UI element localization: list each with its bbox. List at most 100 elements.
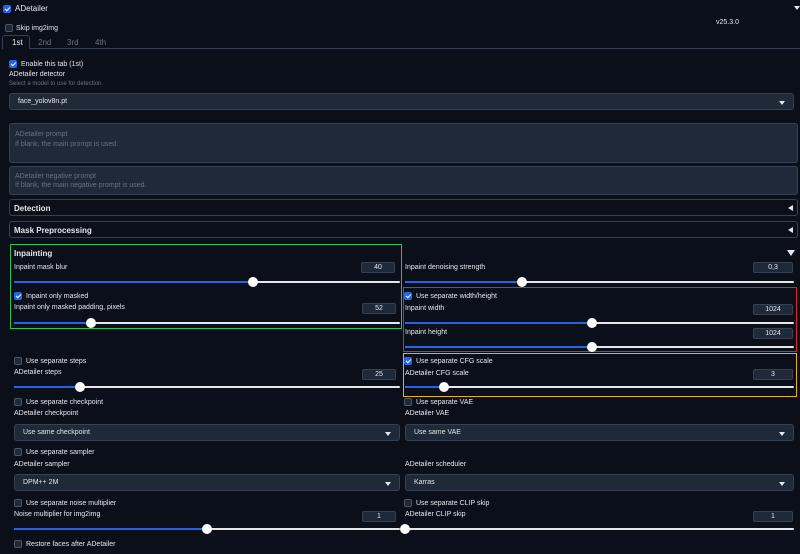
detector-dropdown[interactable]: face_yolov8n.pt bbox=[9, 93, 794, 110]
separate-clip-checkbox[interactable] bbox=[404, 499, 412, 507]
height-label: Inpaint height bbox=[405, 329, 448, 336]
height-slider[interactable] bbox=[405, 342, 794, 352]
denoise-input[interactable]: 0,3 bbox=[753, 262, 793, 273]
slider-thumb bbox=[248, 277, 259, 287]
adetailer-checkbox[interactable] bbox=[3, 5, 11, 13]
separate-wh-label: Use separate width/height bbox=[416, 293, 497, 300]
steps-label: ADetailer steps bbox=[14, 369, 62, 376]
restore-faces-label: Restore faces after ADetailer bbox=[26, 541, 116, 548]
separate-cfg-label: Use separate CFG scale bbox=[416, 358, 493, 365]
chevron-down-icon bbox=[385, 482, 391, 486]
width-input[interactable]: 1024 bbox=[753, 304, 793, 315]
collapse-icon[interactable] bbox=[794, 6, 800, 10]
separate-noise-checkbox[interactable] bbox=[14, 499, 22, 507]
slider-thumb bbox=[438, 382, 449, 392]
padding-slider[interactable] bbox=[14, 318, 400, 328]
slider-fill bbox=[405, 281, 522, 283]
chevron-down-icon bbox=[779, 482, 785, 486]
slider-fill bbox=[14, 281, 254, 283]
chevron-down-icon bbox=[385, 432, 391, 436]
width-label: Inpaint width bbox=[405, 305, 445, 312]
separate-checkpoint-checkbox[interactable] bbox=[14, 398, 22, 406]
denoise-label: Inpaint denoising strength bbox=[405, 264, 486, 271]
expand-arrow-icon[interactable] bbox=[787, 250, 795, 256]
scheduler-dropdown[interactable]: Karras bbox=[405, 474, 794, 491]
noise-label: Noise multiplier for img2img bbox=[14, 511, 101, 518]
version-label: v25.3.0 bbox=[716, 19, 739, 26]
collapse-arrow-icon bbox=[788, 227, 793, 233]
cfg-label: ADetailer CFG scale bbox=[405, 370, 469, 377]
negative-prompt-textarea[interactable]: ADetailer negative prompt If blank, the … bbox=[9, 166, 798, 195]
chevron-down-icon bbox=[779, 432, 785, 436]
collapse-arrow-icon bbox=[788, 205, 793, 211]
slider-fill bbox=[14, 322, 92, 324]
restore-faces-checkbox[interactable] bbox=[14, 540, 22, 548]
mask-preprocessing-section[interactable]: Mask Preprocessing bbox=[9, 221, 798, 238]
tab-2nd[interactable]: 2nd bbox=[38, 38, 52, 47]
slider-thumb bbox=[202, 524, 212, 534]
separate-vae-checkbox[interactable] bbox=[404, 398, 412, 406]
steps-slider[interactable] bbox=[14, 382, 400, 392]
slider-fill bbox=[14, 386, 80, 388]
height-input[interactable]: 1024 bbox=[753, 328, 793, 339]
slider-thumb bbox=[86, 318, 97, 328]
separate-vae-label: Use separate VAE bbox=[416, 399, 474, 406]
skip-img2img-checkbox[interactable] bbox=[5, 24, 13, 32]
tab-1st[interactable]: 1st bbox=[2, 35, 30, 49]
width-slider[interactable] bbox=[405, 318, 794, 328]
steps-input[interactable]: 25 bbox=[362, 369, 396, 380]
checkpoint-label: ADetailer checkpoint bbox=[14, 410, 79, 417]
cfg-slider[interactable] bbox=[405, 382, 794, 392]
mask-blur-input[interactable]: 40 bbox=[361, 262, 395, 273]
denoise-slider[interactable] bbox=[405, 277, 794, 287]
tab-4th[interactable]: 4th bbox=[95, 38, 107, 47]
separate-sampler-label: Use separate sampler bbox=[26, 449, 95, 456]
adetailer-title: ADetailer bbox=[15, 4, 48, 13]
noise-slider[interactable] bbox=[14, 524, 400, 534]
separate-steps-label: Use separate steps bbox=[26, 358, 87, 365]
slider-thumb bbox=[400, 524, 410, 534]
slider-fill bbox=[405, 346, 592, 348]
inpainting-title[interactable]: Inpainting bbox=[14, 249, 53, 258]
padding-label: Inpaint only masked padding, pixels bbox=[14, 304, 125, 311]
sampler-dropdown[interactable]: DPM++ 2M bbox=[14, 474, 400, 491]
prompt-textarea[interactable]: ADetailer prompt If blank, the main prom… bbox=[9, 123, 798, 163]
slider-thumb bbox=[586, 342, 597, 352]
checkpoint-dropdown[interactable]: Use same checkpoint bbox=[14, 424, 400, 441]
detector-label: ADetailer detector bbox=[9, 71, 66, 78]
slider-fill bbox=[405, 386, 444, 388]
clip-label: ADetailer CLIP skip bbox=[405, 511, 466, 518]
tab-divider bbox=[30, 48, 800, 49]
slider-thumb bbox=[516, 277, 527, 287]
separate-steps-checkbox[interactable] bbox=[14, 357, 22, 365]
tab-3rd[interactable]: 3rd bbox=[67, 38, 79, 47]
separate-noise-label: Use separate noise multiplier bbox=[26, 500, 117, 507]
separate-checkpoint-label: Use separate checkpoint bbox=[26, 399, 104, 406]
mask-blur-slider[interactable] bbox=[14, 277, 400, 287]
enable-tab-checkbox[interactable] bbox=[9, 60, 17, 68]
red-highlight bbox=[403, 287, 797, 352]
clip-input[interactable]: 1 bbox=[753, 511, 793, 522]
clip-slider[interactable] bbox=[400, 524, 794, 534]
skip-img2img-label: Skip img2img bbox=[16, 25, 59, 32]
slider-thumb bbox=[74, 382, 85, 392]
sampler-label: ADetailer sampler bbox=[14, 461, 70, 468]
mask-blur-label: Inpaint mask blur bbox=[14, 264, 68, 271]
noise-input[interactable]: 1 bbox=[362, 511, 396, 522]
only-masked-checkbox[interactable] bbox=[14, 292, 22, 300]
separate-cfg-checkbox[interactable] bbox=[404, 357, 412, 365]
slider-fill bbox=[14, 528, 207, 530]
detection-section[interactable]: Detection bbox=[9, 199, 798, 216]
padding-input[interactable]: 52 bbox=[362, 303, 396, 314]
chevron-down-icon bbox=[779, 101, 785, 105]
slider-fill bbox=[405, 322, 592, 324]
slider-thumb bbox=[586, 318, 597, 328]
green-highlight bbox=[10, 244, 402, 329]
separate-clip-label: Use separate CLIP skip bbox=[416, 500, 490, 507]
scheduler-label: ADetailer scheduler bbox=[405, 461, 467, 468]
separate-sampler-checkbox[interactable] bbox=[14, 448, 22, 456]
separate-wh-checkbox[interactable] bbox=[404, 292, 412, 300]
enable-tab-label: Enable this tab (1st) bbox=[21, 61, 84, 68]
vae-dropdown[interactable]: Use same VAE bbox=[405, 424, 794, 441]
cfg-input[interactable]: 3 bbox=[753, 369, 793, 380]
